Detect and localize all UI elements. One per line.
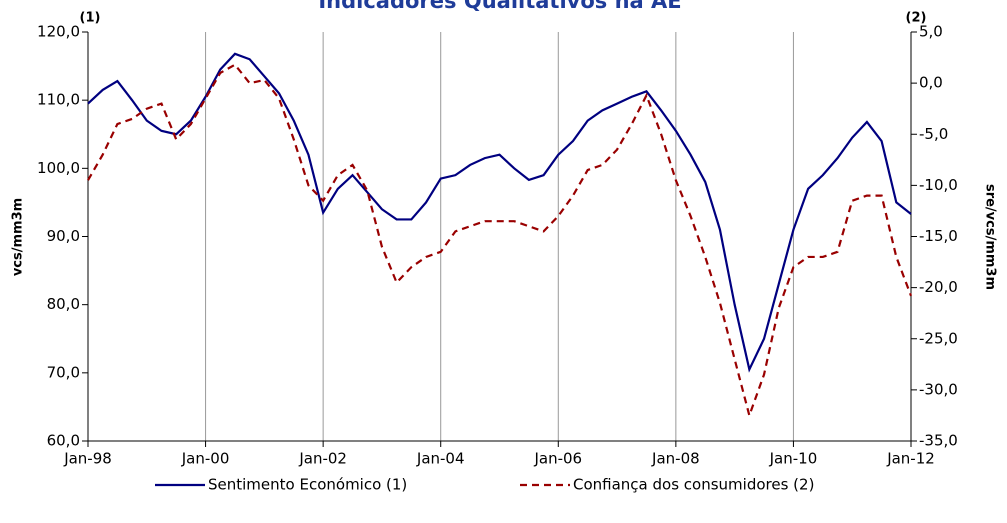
y2-tick-label: 5,0 [919,23,943,41]
y-axis-label: vcs/mm3m [11,198,26,276]
y-axis-note: (1) [80,11,101,26]
y-tick-label: 80,0 [47,295,80,313]
y-tick-label: 110,0 [37,91,80,109]
series-line [87,52,912,373]
y2-tick-label: -20,0 [919,278,958,296]
x-tick-label: Jan-08 [651,450,700,468]
y-tick-label: 100,0 [37,159,80,177]
y2-axis-label: sre/vcs/mm3m [983,184,998,290]
y2-axis-note: (2) [906,11,927,26]
x-tick-label: Jan-00 [181,450,230,468]
x-tick-label: Jan-12 [886,450,935,468]
y2-tick-label: -10,0 [919,176,958,194]
chart-title: Indicadores Qualitativos na AE [318,0,681,13]
x-tick-label: Jan-02 [298,450,347,468]
y-tick-label: 90,0 [47,227,80,245]
y-tick-label: 120,0 [37,23,80,41]
x-tick-label: Jan-04 [416,450,465,468]
x-tick-label: Jan-10 [769,450,818,468]
y-tick-label: 70,0 [47,363,80,381]
x-tick-label: Jan-98 [63,450,112,468]
series-line [87,63,913,420]
legend-label: Confiança dos consumidores (2) [573,476,814,494]
y-tick-label: 60,0 [47,432,80,450]
y2-tick-label: -30,0 [919,380,958,398]
y2-tick-label: -5,0 [919,125,948,143]
y2-tick-label: -25,0 [919,329,958,347]
y2-tick-label: -15,0 [919,227,958,245]
legend-label: Sentimento Económico (1) [208,476,407,494]
y2-tick-label: 0,0 [919,74,943,92]
y2-tick-label: -35,0 [919,432,958,450]
x-tick-label: Jan-06 [533,450,582,468]
